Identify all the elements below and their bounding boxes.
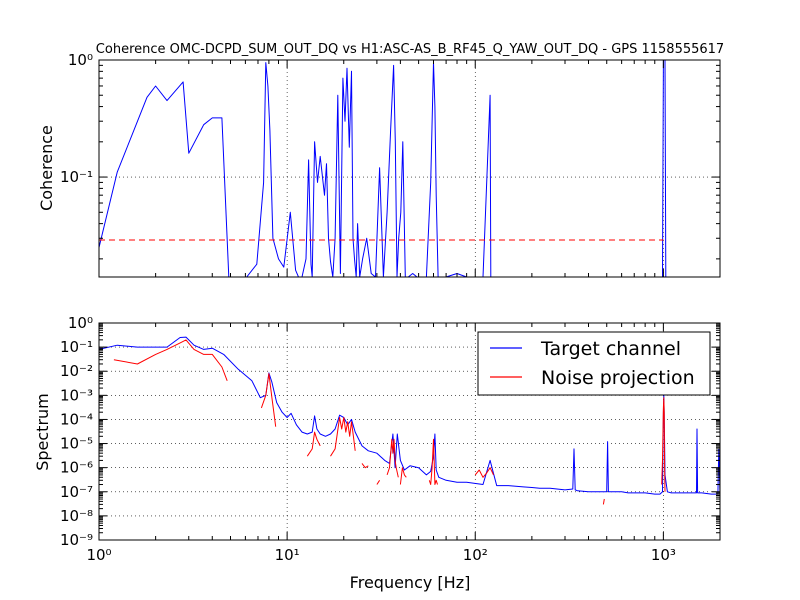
legend-target-label: Target channel bbox=[540, 338, 681, 360]
legend-box bbox=[477, 331, 711, 396]
spectrum-xlabel: Frequency [Hz] bbox=[350, 573, 471, 592]
spectrum-ytick-label: 10⁻¹ bbox=[60, 338, 93, 356]
coherence-series-0-line bbox=[99, 60, 720, 277]
coherence-ytick-label: 10⁰ bbox=[68, 51, 93, 69]
coherence-plot: 10⁻¹ 10⁰ bbox=[60, 51, 721, 278]
coherence-ticks: 10⁻¹ 10⁰ bbox=[60, 51, 721, 277]
spectrum-ylabel: Spectrum bbox=[33, 393, 52, 471]
coherence-plot-frame bbox=[98, 59, 721, 278]
coherence-ytick-label: 10⁻¹ bbox=[60, 168, 93, 186]
spectrum-xtick-label: 10¹ bbox=[275, 546, 300, 564]
spectrum-ytick-label: 10⁻⁹ bbox=[60, 531, 93, 549]
coherence-title: Coherence OMC-DCPD_SUM_OUT_DQ vs H1:ASC-… bbox=[96, 42, 724, 57]
spectrum-ytick-label: 10⁻⁴ bbox=[60, 410, 93, 428]
coherence-ylabel: Coherence bbox=[37, 125, 56, 211]
spectrum-xtick-label: 10² bbox=[463, 546, 488, 564]
spectrum-series-group bbox=[99, 336, 720, 505]
spectrum-xtick-label: 10⁰ bbox=[86, 546, 111, 564]
spectrum-ticks: 10⁰ 10¹ 10² 10³ 10⁻⁹ 10⁻⁸ 10⁻⁷ 10⁻⁶ 10⁻⁵ 10⁻⁴ 10⁻³… bbox=[60, 314, 721, 564]
coherence-series-group bbox=[99, 60, 720, 277]
spectrum-legend: Target channel Noise projection bbox=[477, 331, 711, 396]
spectrum-series-1-line bbox=[113, 339, 666, 505]
coherence-plot-background bbox=[99, 60, 720, 277]
spectrum-plot-frame bbox=[98, 322, 721, 541]
spectrum-ytick-label: 10⁻⁷ bbox=[60, 483, 93, 501]
spectrum-ytick-label: 10⁻⁵ bbox=[60, 435, 93, 453]
spectrum-ytick-label: 10⁻³ bbox=[60, 386, 93, 404]
spectrum-ytick-label: 10⁰ bbox=[68, 314, 93, 332]
spectrum-xtick-label: 10³ bbox=[651, 546, 676, 564]
spectrum-ytick-label: 10⁻⁸ bbox=[60, 507, 93, 525]
legend-noise-label: Noise projection bbox=[541, 367, 695, 389]
spectrum-ytick-label: 10⁻⁶ bbox=[60, 459, 93, 477]
spectrum-ytick-label: 10⁻² bbox=[60, 362, 93, 380]
